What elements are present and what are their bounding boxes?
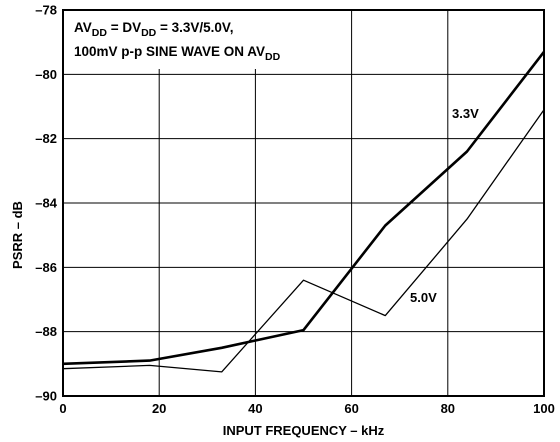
x-tick-label: 40 [248, 401, 262, 416]
y-tick-label: –82 [35, 131, 57, 146]
series-label-3v3: 3.3V [452, 106, 479, 121]
grid-lines [63, 10, 544, 396]
y-tick-label: –86 [35, 260, 57, 275]
y-tick-label: –78 [35, 3, 57, 18]
y-tick-label: –80 [35, 67, 57, 82]
annotation-line-2: 100mV p-p SINE WAVE ON AVDD [74, 44, 281, 63]
y-axis-title: PSRR – dB [10, 201, 25, 269]
y-tick-label: –90 [35, 389, 57, 404]
x-tick-label: 80 [441, 401, 455, 416]
x-axis-title: INPUT FREQUENCY – kHz [223, 423, 385, 438]
y-tick-label: –88 [35, 324, 57, 339]
y-tick-label: –84 [35, 196, 57, 211]
x-tick-label: 0 [59, 401, 66, 416]
series-line-3v3 [62, 51, 546, 366]
y-tick-labels: –90 –88 –86 –84 –82 –80 –78 [35, 3, 57, 404]
plot-frame [62, 9, 545, 397]
series-label-5v0: 5.0V [410, 290, 437, 305]
series-line-5v0 [62, 109, 545, 373]
x-tick-label: 20 [152, 401, 166, 416]
x-tick-labels: 0 20 40 60 80 100 [59, 401, 554, 416]
series-lines [62, 51, 546, 373]
annotation-line-1: AVDD = DVDD = 3.3V/5.0V, [74, 20, 233, 39]
annotation-box [66, 10, 338, 69]
x-tick-label: 60 [344, 401, 358, 416]
x-tick-label: 100 [533, 401, 555, 416]
